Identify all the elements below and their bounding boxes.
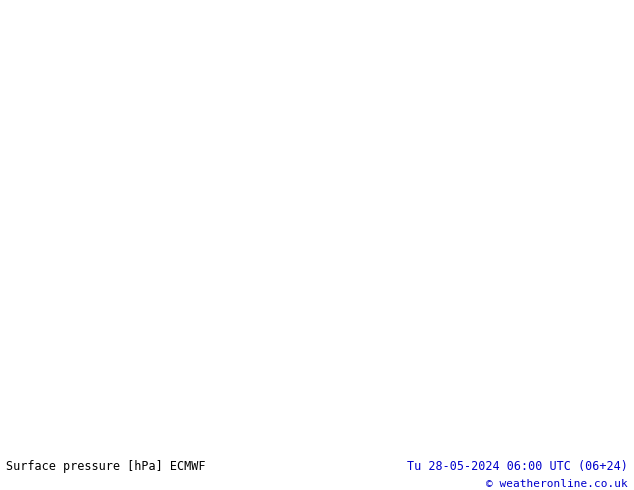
Text: Tu 28-05-2024 06:00 UTC (06+24): Tu 28-05-2024 06:00 UTC (06+24) — [407, 460, 628, 473]
Text: © weatheronline.co.uk: © weatheronline.co.uk — [486, 480, 628, 490]
Text: Surface pressure [hPa] ECMWF: Surface pressure [hPa] ECMWF — [6, 460, 206, 473]
